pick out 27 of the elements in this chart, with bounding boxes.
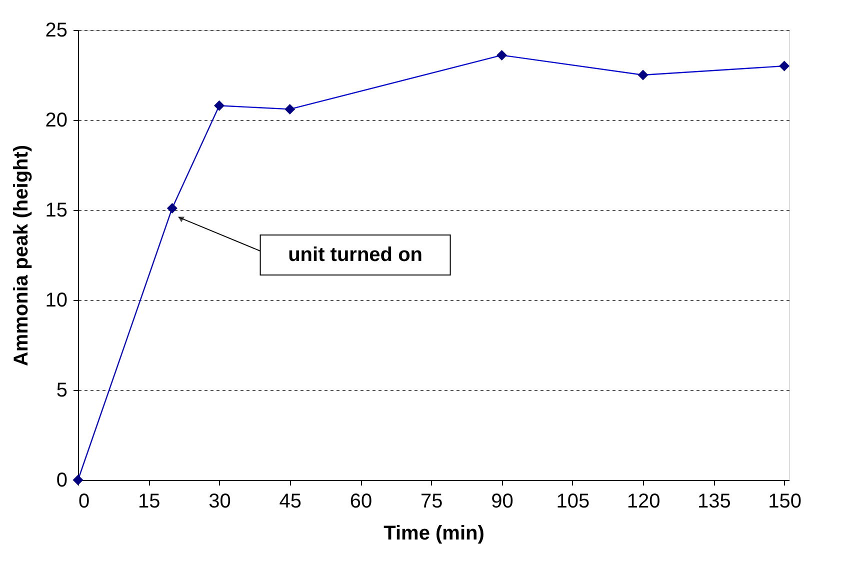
x-tick-label: 0 — [78, 490, 90, 512]
x-tick-label: 135 — [697, 490, 731, 512]
y-tick-label: 10 — [45, 290, 68, 312]
y-tick-label: 0 — [56, 470, 68, 492]
y-tick-label: 20 — [45, 110, 68, 132]
x-tick-label: 105 — [556, 490, 590, 512]
point — [496, 50, 508, 60]
x-tick-label: 120 — [626, 490, 660, 512]
y-axis-title: Ammonia peak (height) — [10, 144, 32, 366]
x-tick-label: 60 — [350, 490, 372, 512]
x-tick-label: 75 — [420, 490, 443, 512]
x-tick-label: 90 — [491, 490, 514, 512]
y-tick-label: 15 — [45, 200, 68, 222]
x-tick-label: 45 — [279, 490, 302, 512]
point — [779, 60, 790, 72]
point — [214, 100, 224, 111]
x-tick-label: 150 — [768, 490, 802, 512]
point — [166, 202, 178, 214]
annotation: unit turned on — [288, 244, 422, 266]
x-tick-label: 15 — [138, 490, 160, 512]
point — [72, 474, 84, 486]
point — [638, 70, 648, 80]
y-tick-label: 5 — [56, 380, 68, 402]
y-tick-label: 25 — [45, 20, 68, 42]
x-axis-title: Time (min) — [384, 522, 484, 544]
x-tick-label: 30 — [208, 490, 231, 512]
point — [284, 104, 296, 114]
